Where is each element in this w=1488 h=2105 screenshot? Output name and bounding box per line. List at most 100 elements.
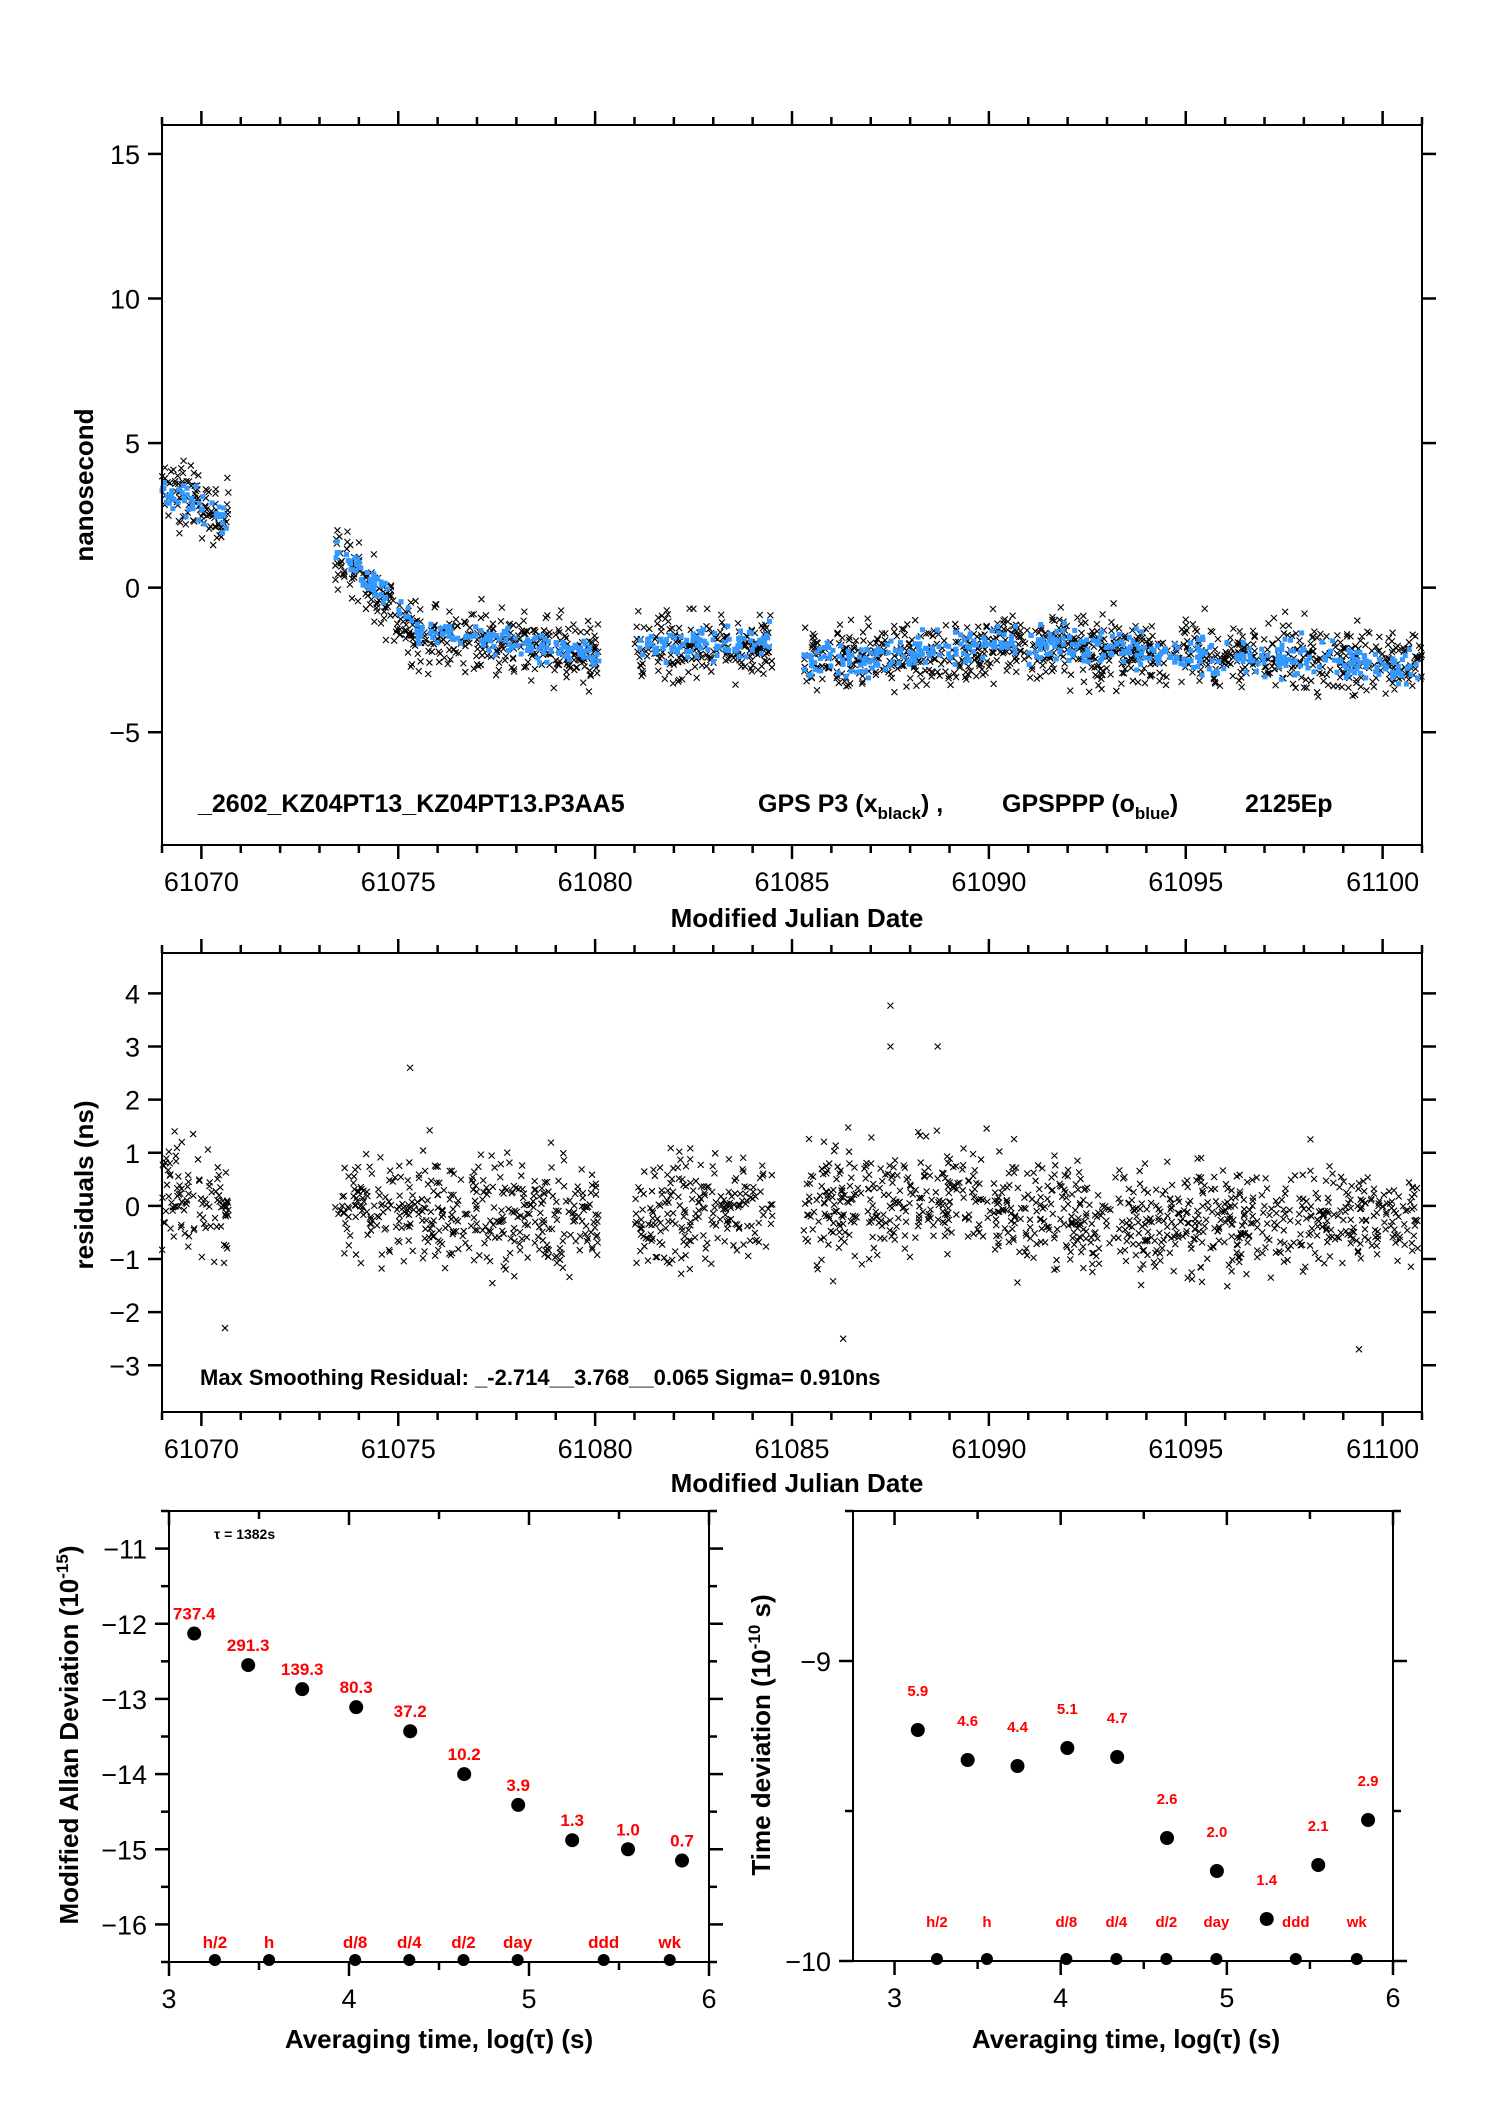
residual-point bbox=[1310, 1175, 1318, 1183]
reference-marker-label: d/4 bbox=[1106, 1914, 1128, 1931]
gps-p3-point bbox=[362, 605, 370, 613]
gpsppp-point bbox=[712, 631, 718, 637]
residual-point bbox=[1228, 1187, 1235, 1194]
gpsppp-point bbox=[966, 644, 972, 650]
residual-point bbox=[886, 1162, 893, 1169]
gpsppp-point bbox=[364, 583, 370, 589]
residual-point bbox=[205, 1203, 213, 1211]
point-value-label: 2.1 bbox=[1308, 1818, 1329, 1835]
residual-point bbox=[418, 1207, 426, 1215]
gps-p3-point bbox=[900, 625, 908, 633]
gpsppp-point bbox=[1060, 635, 1066, 641]
gpsppp-point bbox=[334, 550, 340, 556]
gps-p3-point bbox=[348, 575, 356, 583]
residual-point bbox=[961, 1214, 969, 1221]
residual-point bbox=[1370, 1185, 1378, 1193]
gpsppp-point bbox=[383, 594, 389, 600]
residual-point bbox=[1355, 1185, 1362, 1193]
gpsppp-point bbox=[1316, 664, 1322, 670]
residual-point bbox=[502, 1266, 510, 1273]
gpsppp-point bbox=[216, 504, 222, 510]
residual-point bbox=[915, 1215, 923, 1222]
residual-point bbox=[1390, 1187, 1398, 1194]
gpsppp-point bbox=[1214, 668, 1220, 674]
gpsppp-point bbox=[801, 666, 807, 672]
gpsppp-point bbox=[845, 648, 851, 654]
gpsppp-point bbox=[525, 640, 531, 646]
residual-point bbox=[928, 1196, 936, 1204]
residual-point bbox=[830, 1219, 837, 1227]
gps-p3-point bbox=[675, 624, 683, 632]
gps-p3-point bbox=[722, 657, 730, 664]
residual-point bbox=[1261, 1202, 1268, 1210]
gps-p3-point bbox=[947, 681, 954, 689]
gps-p3-point bbox=[495, 659, 503, 667]
residual-point bbox=[531, 1239, 539, 1247]
gps-p3-point bbox=[370, 618, 378, 625]
residual-point bbox=[902, 1207, 910, 1215]
gpsppp-point bbox=[827, 655, 833, 661]
residual-point bbox=[429, 1221, 436, 1229]
residual-point bbox=[680, 1181, 687, 1189]
point-value-label: 1.0 bbox=[616, 1820, 640, 1839]
residual-point bbox=[1171, 1223, 1179, 1231]
gpsppp-point bbox=[1009, 633, 1015, 639]
gps-p3-point bbox=[348, 594, 356, 602]
residual-point bbox=[1382, 1211, 1390, 1218]
tdev-y-label: Time deviation (10-10 s) bbox=[745, 1594, 776, 1875]
gpsppp-point bbox=[1290, 648, 1296, 654]
gpsppp-point bbox=[646, 639, 652, 645]
time-series-y-label: nanosecond bbox=[69, 408, 99, 561]
residual-point bbox=[1074, 1157, 1081, 1165]
residual-point bbox=[1003, 1196, 1011, 1204]
gps-p3-point bbox=[977, 660, 985, 668]
gps-p3-point bbox=[982, 669, 989, 677]
gps-p3-point bbox=[556, 657, 564, 665]
gps-p3-point bbox=[587, 670, 594, 678]
gps-p3-point bbox=[377, 619, 385, 627]
gpsppp-point bbox=[710, 637, 716, 643]
residual-point bbox=[578, 1217, 586, 1225]
gpsppp-point bbox=[385, 586, 391, 592]
gps-p3-point bbox=[179, 469, 187, 477]
gpsppp-point bbox=[749, 647, 755, 653]
residual-point bbox=[354, 1188, 361, 1196]
gpsppp-point bbox=[463, 634, 469, 640]
residual-point bbox=[866, 1196, 874, 1203]
residual-point bbox=[516, 1228, 524, 1236]
residual-point bbox=[675, 1148, 683, 1156]
residual-point bbox=[500, 1190, 508, 1197]
gps-p3-point bbox=[1088, 663, 1096, 671]
residual-point bbox=[996, 1232, 1003, 1239]
residual-point bbox=[1274, 1201, 1281, 1209]
gpsppp-point bbox=[594, 651, 600, 657]
residual-point bbox=[1364, 1174, 1372, 1181]
residual-point bbox=[663, 1197, 671, 1204]
residual-point bbox=[526, 1210, 533, 1218]
gpsppp-point bbox=[171, 496, 177, 502]
gps-p3-point bbox=[1066, 687, 1074, 695]
residual-point bbox=[1155, 1214, 1162, 1222]
residual-point bbox=[893, 1223, 900, 1231]
gps-p3-point bbox=[872, 671, 880, 679]
residual-point bbox=[426, 1126, 434, 1134]
residual-point bbox=[523, 1233, 531, 1241]
gpsppp-point bbox=[1081, 639, 1087, 645]
residual-point bbox=[435, 1227, 443, 1235]
gps-p3-point bbox=[765, 648, 773, 656]
residual-point bbox=[1299, 1195, 1307, 1203]
residual-point bbox=[658, 1241, 666, 1248]
gpsppp-point bbox=[821, 644, 827, 650]
residual-point bbox=[1336, 1183, 1343, 1191]
gps-p3-point bbox=[1370, 683, 1378, 691]
gpsppp-point bbox=[161, 480, 167, 486]
residual-point bbox=[632, 1218, 640, 1226]
gps-p3-point bbox=[1241, 663, 1249, 671]
gps-p3-point bbox=[1120, 669, 1128, 677]
residual-point bbox=[376, 1191, 383, 1199]
gpsppp-point bbox=[989, 628, 995, 634]
residual-point bbox=[700, 1183, 708, 1191]
gps-p3-point bbox=[1225, 653, 1233, 661]
residual-point bbox=[832, 1142, 840, 1149]
gpsppp-point bbox=[1054, 628, 1060, 634]
